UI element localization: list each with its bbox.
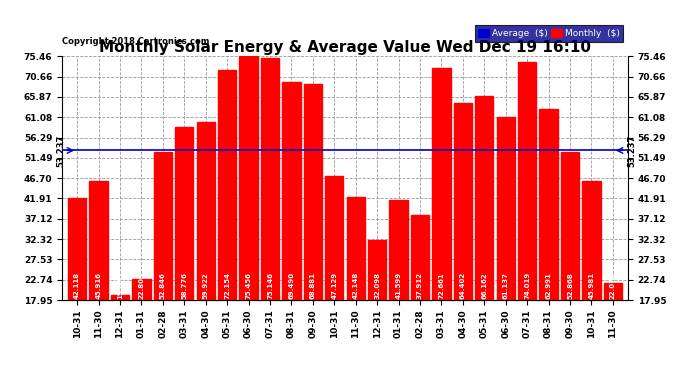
- Bar: [282, 81, 301, 375]
- Text: 58.776: 58.776: [181, 272, 187, 299]
- Text: 53.237: 53.237: [628, 134, 637, 166]
- Text: 72.154: 72.154: [224, 272, 230, 299]
- Text: 37.912: 37.912: [417, 272, 423, 299]
- Text: 45.916: 45.916: [95, 272, 101, 299]
- Bar: [454, 103, 472, 375]
- Bar: [389, 200, 408, 375]
- Bar: [433, 68, 451, 375]
- Bar: [346, 198, 365, 375]
- Bar: [68, 198, 86, 375]
- Bar: [90, 182, 108, 375]
- Bar: [111, 295, 129, 375]
- Bar: [497, 117, 515, 375]
- Bar: [154, 152, 172, 375]
- Bar: [411, 215, 429, 375]
- Text: 52.846: 52.846: [160, 272, 166, 299]
- Title: Monthly Solar Energy & Average Value Wed Dec 19 16:10: Monthly Solar Energy & Average Value Wed…: [99, 40, 591, 55]
- Text: 52.868: 52.868: [567, 272, 573, 299]
- Bar: [197, 122, 215, 375]
- Text: 47.129: 47.129: [331, 272, 337, 299]
- Bar: [175, 127, 193, 375]
- Bar: [304, 84, 322, 375]
- Bar: [582, 181, 600, 375]
- Text: 72.661: 72.661: [438, 272, 444, 299]
- Text: 45.981: 45.981: [589, 272, 595, 299]
- Text: Copyright 2018 Cartronics.com: Copyright 2018 Cartronics.com: [62, 38, 210, 46]
- Text: 42.148: 42.148: [353, 272, 359, 299]
- Bar: [218, 70, 236, 375]
- Text: 32.098: 32.098: [374, 272, 380, 299]
- Legend: Average  ($), Monthly  ($): Average ($), Monthly ($): [475, 26, 623, 42]
- Text: 42.118: 42.118: [74, 272, 80, 299]
- Text: 22.805: 22.805: [139, 272, 144, 299]
- Bar: [132, 279, 150, 375]
- Bar: [368, 240, 386, 375]
- Text: 64.402: 64.402: [460, 272, 466, 299]
- Bar: [261, 58, 279, 375]
- Text: 22.077: 22.077: [610, 272, 616, 299]
- Text: 74.019: 74.019: [524, 272, 530, 299]
- Text: 68.881: 68.881: [310, 272, 316, 299]
- Text: 41.599: 41.599: [395, 272, 402, 299]
- Text: 59.922: 59.922: [203, 272, 208, 299]
- Text: 75.146: 75.146: [267, 272, 273, 299]
- Text: 62.991: 62.991: [546, 272, 551, 299]
- Text: 66.162: 66.162: [482, 272, 487, 299]
- Text: 19.075: 19.075: [117, 272, 123, 299]
- Bar: [475, 96, 493, 375]
- Text: 69.490: 69.490: [288, 272, 295, 299]
- Bar: [325, 176, 344, 375]
- Text: 53.237: 53.237: [57, 134, 66, 166]
- Bar: [540, 109, 558, 375]
- Text: 75.456: 75.456: [246, 272, 252, 299]
- Bar: [561, 152, 579, 375]
- Bar: [239, 56, 257, 375]
- Bar: [604, 282, 622, 375]
- Bar: [518, 62, 536, 375]
- Text: 61.137: 61.137: [503, 272, 509, 299]
